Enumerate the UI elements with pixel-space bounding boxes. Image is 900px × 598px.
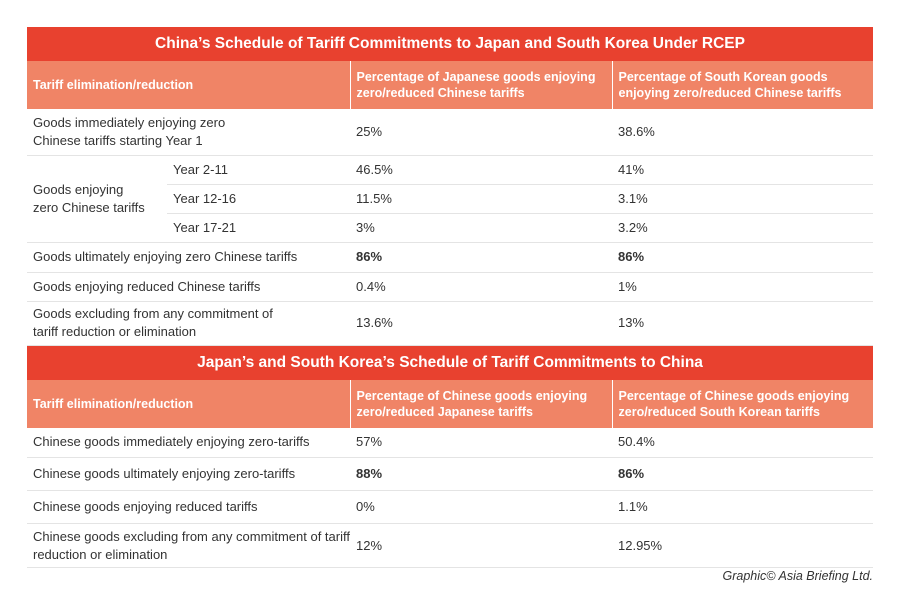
row-excluded-korea: 13% — [612, 301, 873, 346]
table2-title: Japan’s and South Korea’s Schedule of Ta… — [27, 345, 873, 380]
row-year3-label: Year 17-21 — [167, 213, 350, 243]
t2-row2-korea: 86% — [612, 457, 873, 491]
row-year2-korea: 3.1% — [612, 184, 873, 214]
table1-header-col1: Tariff elimination/reduction — [27, 61, 350, 109]
t2-row2-label: Chinese goods ultimately enjoying zero-t… — [27, 457, 350, 491]
table1-header-col3: Percentage of South Korean goods enjoyin… — [611, 61, 873, 109]
table-china-schedule: China’s Schedule of Tariff Commitments t… — [27, 27, 873, 346]
table1-header-col2: Percentage of Japanese goods enjoying ze… — [349, 61, 612, 109]
row-year2-label: Year 12-16 — [167, 184, 350, 214]
row-immediate-japan: 25% — [350, 109, 612, 156]
row-reduced-label: Goods enjoying reduced Chinese tariffs — [27, 272, 350, 302]
row-year1-japan: 46.5% — [350, 155, 612, 185]
t2-row1-japan: 57% — [350, 427, 612, 458]
table2-header-col2: Percentage of Chinese goods enjoying zer… — [349, 379, 612, 428]
t2-row4-japan: 12% — [350, 523, 612, 568]
row-excluded-label: Goods excluding from any commitment of t… — [27, 301, 350, 346]
row-year1-label: Year 2-11 — [167, 155, 350, 185]
row-immediate-label: Goods immediately enjoying zero Chinese … — [27, 109, 350, 156]
row-ultimate-korea: 86% — [612, 242, 873, 273]
row-year3-korea: 3.2% — [612, 213, 873, 243]
t2-row4-korea: 12.95% — [612, 523, 873, 568]
row-year3-japan: 3% — [350, 213, 612, 243]
t2-row2-japan: 88% — [350, 457, 612, 491]
table-japan-korea-schedule: Japan’s and South Korea’s Schedule of Ta… — [27, 345, 873, 568]
t2-row3-japan: 0% — [350, 490, 612, 524]
row-year2-japan: 11.5% — [350, 184, 612, 214]
t2-row1-korea: 50.4% — [612, 427, 873, 458]
row-group-label: Goods enjoying zero Chinese tariffs — [27, 155, 167, 243]
t2-row3-korea: 1.1% — [612, 490, 873, 524]
row-excluded-japan: 13.6% — [350, 301, 612, 346]
graphic-credit: Graphic© Asia Briefing Ltd. — [722, 569, 873, 583]
t2-row4-label: Chinese goods excluding from any commitm… — [27, 523, 350, 568]
row-ultimate-japan: 86% — [350, 242, 612, 273]
row-reduced-japan: 0.4% — [350, 272, 612, 302]
tariff-tables: China’s Schedule of Tariff Commitments t… — [27, 27, 873, 568]
row-ultimate-label: Goods ultimately enjoying zero Chinese t… — [27, 242, 350, 273]
row-reduced-korea: 1% — [612, 272, 873, 302]
t2-row1-label: Chinese goods immediately enjoying zero-… — [27, 427, 350, 458]
table1-title: China’s Schedule of Tariff Commitments t… — [27, 27, 873, 61]
row-year1-korea: 41% — [612, 155, 873, 185]
t2-row3-label: Chinese goods enjoying reduced tariffs — [27, 490, 350, 524]
table2-header-col3: Percentage of Chinese goods enjoying zer… — [611, 379, 873, 428]
row-immediate-korea: 38.6% — [612, 109, 873, 156]
table2-header-col1: Tariff elimination/reduction — [27, 379, 350, 428]
